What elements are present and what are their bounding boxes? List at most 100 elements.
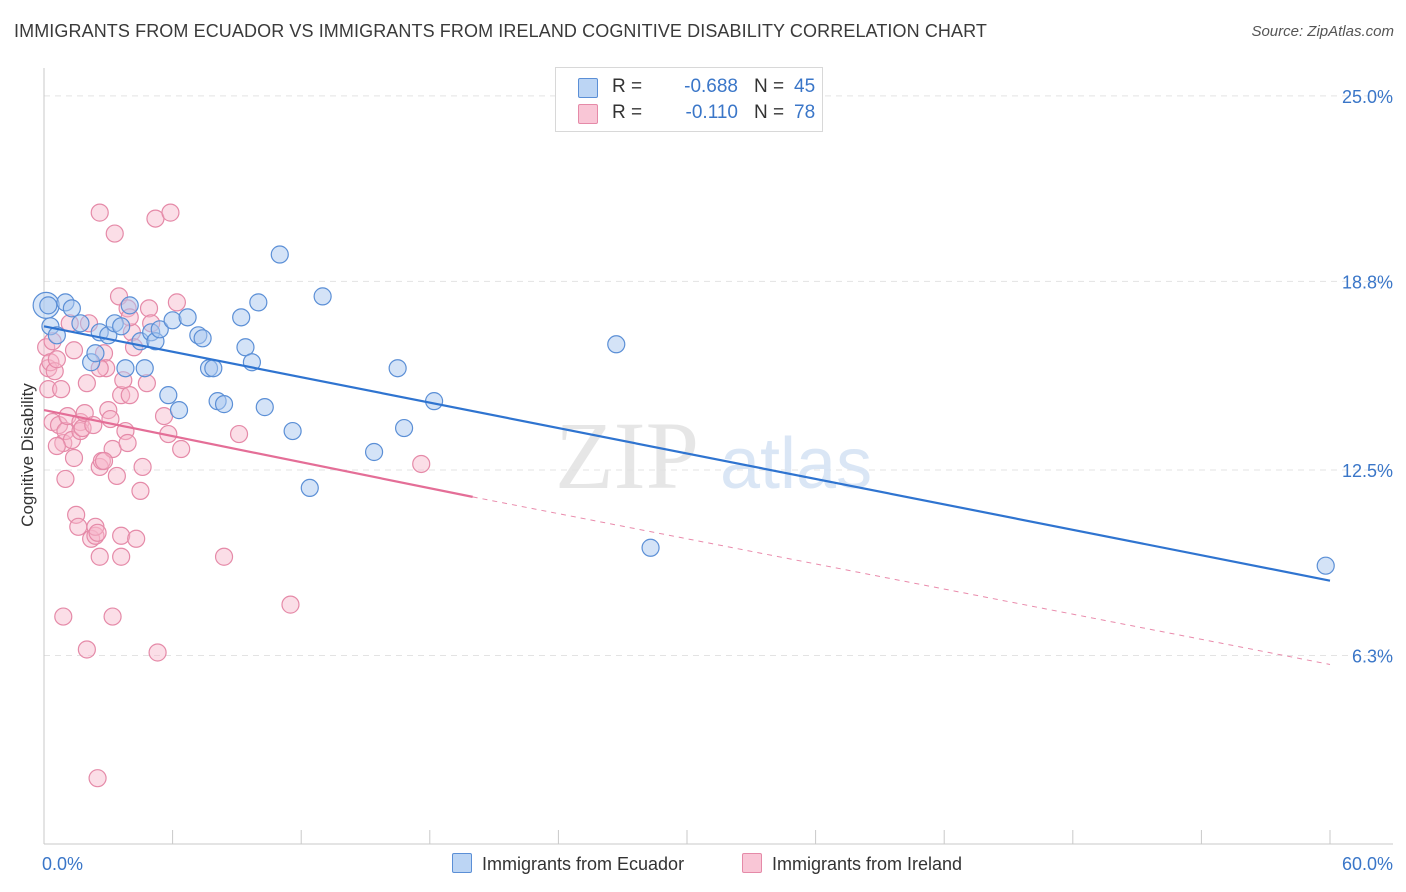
ecuador-point <box>424 392 444 411</box>
ireland-point <box>112 526 131 545</box>
ecuador-point <box>607 335 626 354</box>
ireland-point <box>148 643 167 662</box>
ecuador-point <box>641 538 660 557</box>
bottom-legend-label-ecuador: Immigrants from Ecuador <box>482 854 685 874</box>
ireland-point <box>127 529 146 548</box>
ireland-point <box>69 517 88 536</box>
ireland-point <box>118 433 137 453</box>
ecuador-point <box>388 359 407 378</box>
ecuador-point <box>313 287 332 306</box>
ireland-point <box>172 439 191 459</box>
ecuador-point <box>364 442 384 462</box>
ireland-trend-line <box>43 409 473 498</box>
x-tick-label: 60.0% <box>1342 854 1393 874</box>
ecuador-point <box>236 338 255 357</box>
ecuador-point <box>150 320 169 339</box>
ireland-point <box>88 769 107 788</box>
ecuador-point <box>300 478 319 498</box>
ireland-point <box>56 469 75 489</box>
ireland-point <box>77 374 96 393</box>
stats-legend: R = -0.688 N = 45 R = -0.110 N = 78 <box>555 67 823 132</box>
grid-lines <box>44 95 1395 656</box>
ecuador-point <box>116 359 135 378</box>
watermark: ZIP atlas <box>555 402 872 509</box>
ecuador-point <box>62 299 81 318</box>
ecuador-point <box>193 329 212 348</box>
ecuador-point <box>255 398 274 417</box>
ecuador-trend-line <box>43 325 1331 582</box>
ecuador-point <box>163 311 182 330</box>
chart-title: IMMIGRANTS FROM ECUADOR VS IMMIGRANTS FR… <box>14 21 987 41</box>
ireland-point <box>105 224 124 243</box>
ireland-point <box>64 341 84 360</box>
bottom-legend-ecuador: Immigrants from Ecuador <box>452 853 684 875</box>
ireland-point <box>77 640 96 659</box>
y-tick-label: 18.8% <box>1342 272 1393 292</box>
ireland-trend-line-dashed <box>472 496 1331 665</box>
watermark-zip: ZIP <box>555 402 699 509</box>
ecuador-point <box>112 317 131 336</box>
axes <box>43 68 1393 845</box>
ireland-point <box>214 547 234 566</box>
ecuador-point <box>169 401 189 420</box>
ecuador-point <box>270 245 289 264</box>
ireland-point <box>64 448 84 468</box>
ecuador-point <box>120 296 139 315</box>
ireland-point <box>131 481 150 501</box>
ireland-point <box>112 547 131 566</box>
ireland-point <box>107 466 126 486</box>
ireland-point <box>94 451 114 471</box>
y-tick-label: 25.0% <box>1342 87 1393 107</box>
y-tick-label: 12.5% <box>1342 461 1393 481</box>
y-axis-label: Cognitive Disability <box>18 383 37 527</box>
ireland-point <box>161 203 180 222</box>
ireland-point <box>137 374 156 393</box>
legend-r-label: R = <box>612 76 643 97</box>
ireland-point <box>139 299 159 318</box>
ireland-point <box>52 380 71 399</box>
ireland-point <box>120 386 139 405</box>
y-tick-label: 6.3% <box>1352 646 1393 666</box>
legend-swatch-ecuador <box>578 78 598 98</box>
legend-swatch-ireland <box>578 104 598 124</box>
x-tick-label: 0.0% <box>42 854 83 874</box>
ireland-point <box>73 418 92 438</box>
ecuador-point <box>86 344 105 363</box>
ecuador-point <box>47 326 66 345</box>
legend-r-value: -0.688 <box>684 76 738 97</box>
bottom-legend-swatch-ecuador <box>452 853 472 873</box>
ecuador-point <box>135 359 154 378</box>
bottom-legend-swatch-ireland <box>742 853 762 873</box>
legend-r-label: R = <box>612 102 643 123</box>
ecuador-point <box>204 359 223 378</box>
ireland-point <box>47 436 66 456</box>
bottom-legend-ireland: Immigrants from Ireland <box>742 853 962 875</box>
ecuador-point <box>232 308 251 327</box>
ireland-point <box>39 380 58 399</box>
ireland-point <box>412 454 431 474</box>
tick-labels: 6.3% 12.5% 18.8% 25.0% 0.0% 60.0% <box>42 87 1393 874</box>
legend-n-label: N = <box>754 76 785 97</box>
ireland-point <box>90 547 109 566</box>
ireland-point <box>88 523 107 542</box>
ireland-point <box>90 203 109 222</box>
legend-r-value: -0.110 <box>685 102 738 123</box>
ecuador-point <box>71 314 90 333</box>
ireland-point <box>56 421 75 441</box>
legend-n-label: N = <box>754 102 785 123</box>
ecuador-point <box>178 308 197 327</box>
legend-n-value: 78 <box>794 102 816 123</box>
ireland-point <box>103 607 122 626</box>
bottom-legend-label-ireland: Immigrants from Ireland <box>772 854 963 874</box>
ireland-point <box>47 350 66 369</box>
ecuador-point <box>283 421 302 441</box>
ecuador-point <box>1316 556 1335 575</box>
ireland-point <box>281 595 300 614</box>
ireland-point <box>133 457 152 477</box>
ecuador-point <box>39 296 58 315</box>
ecuador-point <box>159 386 178 405</box>
ecuador-point <box>214 395 234 414</box>
trend-lines <box>43 325 1331 665</box>
series-ireland-points <box>37 203 431 788</box>
ecuador-point <box>249 293 268 312</box>
